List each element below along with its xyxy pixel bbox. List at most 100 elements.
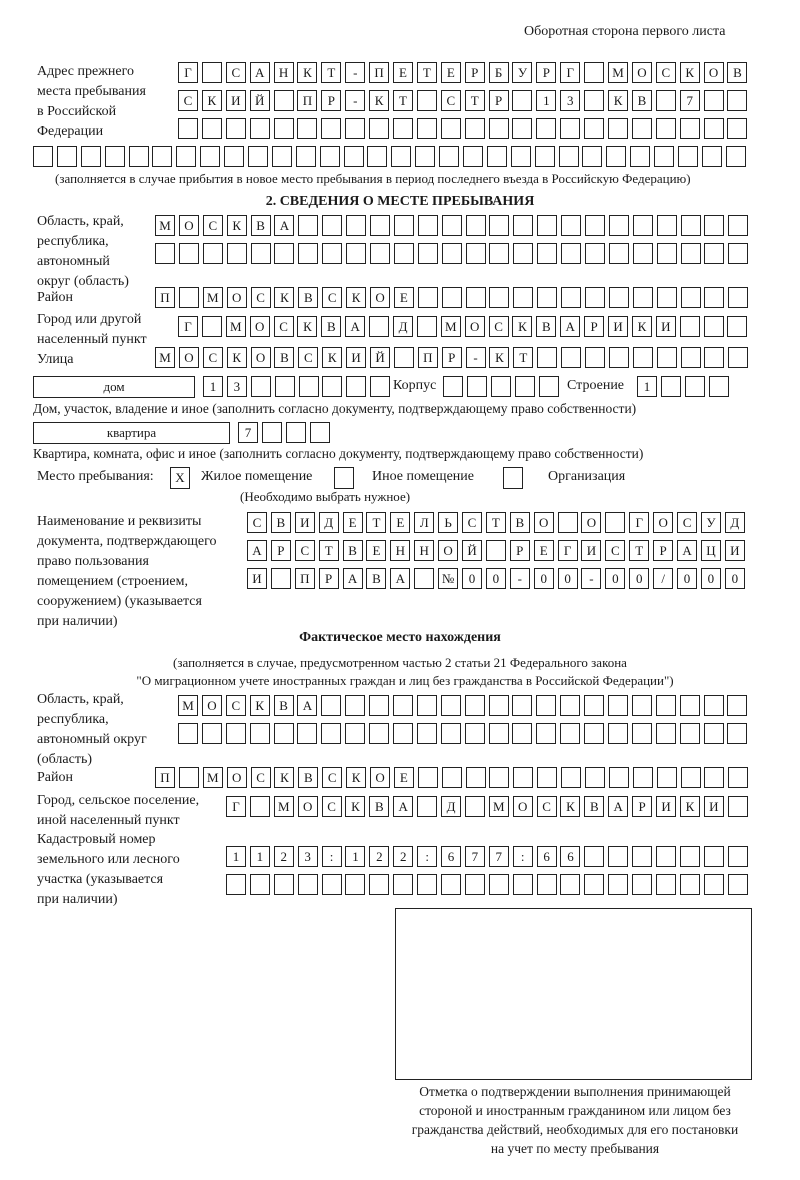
char-cell[interactable]: А	[247, 540, 267, 561]
char-cell[interactable]: О	[178, 215, 199, 236]
char-cell[interactable]	[725, 146, 746, 167]
stay-option-residential-checkbox[interactable]: X	[170, 467, 190, 489]
char-cell[interactable]: В	[509, 512, 530, 533]
char-cell[interactable]	[585, 215, 606, 236]
char-cell[interactable]: К	[226, 347, 247, 368]
char-cell[interactable]	[655, 118, 676, 139]
char-cell[interactable]	[489, 215, 510, 236]
char-cell[interactable]: С	[202, 215, 223, 236]
char-cell[interactable]: 0	[485, 568, 506, 589]
char-cell[interactable]	[701, 146, 722, 167]
char-cell[interactable]: С	[440, 90, 461, 111]
char-cell[interactable]: Г	[560, 62, 581, 83]
char-cell[interactable]: К	[489, 347, 510, 368]
char-cell[interactable]	[703, 316, 724, 337]
char-cell[interactable]: Г	[557, 540, 578, 561]
char-cell[interactable]	[152, 146, 173, 167]
char-cell[interactable]: 0	[462, 568, 483, 589]
char-cell[interactable]	[510, 146, 531, 167]
char-cell[interactable]	[346, 376, 367, 397]
char-cell[interactable]	[727, 723, 748, 744]
char-cell[interactable]	[560, 695, 581, 716]
char-cell[interactable]	[370, 215, 391, 236]
char-cell[interactable]: -	[345, 90, 366, 111]
char-cell[interactable]	[632, 767, 653, 788]
char-cell[interactable]	[128, 146, 149, 167]
char-cell[interactable]: В	[366, 568, 387, 589]
char-cell[interactable]: Е	[390, 512, 411, 533]
char-cell[interactable]	[631, 723, 652, 744]
char-cell[interactable]: С	[178, 90, 198, 111]
char-cell[interactable]	[679, 723, 700, 744]
char-cell[interactable]: А	[393, 796, 414, 817]
char-cell[interactable]	[393, 215, 414, 236]
char-cell[interactable]: Т	[513, 347, 534, 368]
char-cell[interactable]: М	[155, 347, 175, 368]
stay-option-organization-checkbox[interactable]	[503, 467, 523, 489]
char-cell[interactable]: Г	[178, 316, 198, 337]
char-cell[interactable]: К	[346, 287, 367, 308]
char-cell[interactable]	[655, 723, 676, 744]
char-cell[interactable]: С	[273, 316, 294, 337]
char-cell[interactable]: 1	[345, 846, 366, 867]
char-cell[interactable]	[584, 846, 605, 867]
char-cell[interactable]	[536, 118, 557, 139]
char-cell[interactable]	[584, 62, 605, 83]
char-cell[interactable]	[584, 90, 605, 111]
char-cell[interactable]	[728, 347, 749, 368]
char-cell[interactable]: С	[321, 796, 342, 817]
char-cell[interactable]: 2	[273, 846, 294, 867]
char-cell[interactable]	[248, 146, 269, 167]
char-cell[interactable]	[660, 376, 681, 397]
char-cell[interactable]	[367, 146, 388, 167]
char-cell[interactable]: Р	[632, 796, 653, 817]
char-cell[interactable]	[465, 243, 486, 264]
char-cell[interactable]: В	[727, 62, 748, 83]
char-cell[interactable]	[560, 118, 581, 139]
char-cell[interactable]	[534, 146, 555, 167]
char-cell[interactable]: 7	[679, 90, 700, 111]
char-cell[interactable]: 0	[533, 568, 554, 589]
char-cell[interactable]	[441, 243, 462, 264]
char-cell[interactable]	[369, 316, 390, 337]
char-cell[interactable]: Т	[464, 90, 485, 111]
char-cell[interactable]	[632, 874, 653, 895]
char-cell[interactable]: К	[274, 767, 295, 788]
char-cell[interactable]	[441, 215, 462, 236]
char-cell[interactable]: И	[656, 796, 677, 817]
char-cell[interactable]: К	[560, 796, 581, 817]
char-cell[interactable]	[585, 347, 606, 368]
char-cell[interactable]	[703, 723, 724, 744]
char-cell[interactable]	[274, 376, 295, 397]
char-cell[interactable]	[261, 422, 282, 443]
char-cell[interactable]	[679, 874, 700, 895]
char-cell[interactable]: У	[512, 62, 533, 83]
char-cell[interactable]	[393, 874, 414, 895]
char-cell[interactable]: П	[297, 90, 318, 111]
char-cell[interactable]: О	[631, 62, 652, 83]
char-cell[interactable]	[608, 723, 629, 744]
char-cell[interactable]: К	[297, 62, 318, 83]
char-cell[interactable]: 1	[226, 846, 246, 867]
char-cell[interactable]	[201, 723, 222, 744]
char-cell[interactable]: Й	[462, 540, 483, 561]
char-cell[interactable]: Р	[318, 568, 339, 589]
char-cell[interactable]: 1	[203, 376, 223, 397]
char-cell[interactable]: 0	[605, 568, 626, 589]
char-cell[interactable]	[585, 767, 606, 788]
char-cell[interactable]	[608, 243, 629, 264]
char-cell[interactable]	[582, 146, 603, 167]
char-cell[interactable]	[56, 146, 77, 167]
char-cell[interactable]	[274, 243, 295, 264]
cadastral-row-2[interactable]	[226, 874, 748, 895]
char-cell[interactable]: В	[631, 90, 652, 111]
char-cell[interactable]: 0	[724, 568, 745, 589]
char-cell[interactable]	[465, 287, 486, 308]
char-cell[interactable]	[703, 874, 724, 895]
char-cell[interactable]: К	[608, 90, 629, 111]
char-cell[interactable]: Д	[441, 796, 462, 817]
char-cell[interactable]	[632, 846, 653, 867]
